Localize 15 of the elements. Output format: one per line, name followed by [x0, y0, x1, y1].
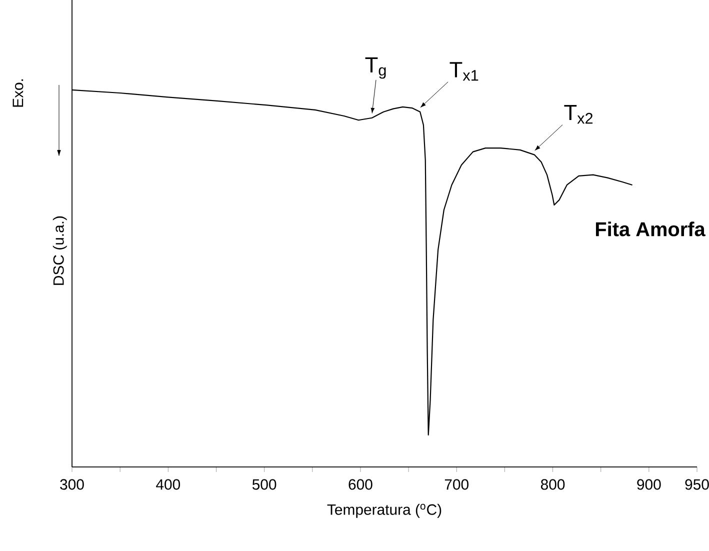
y-axis-title: DSC (u.a.) — [52, 216, 67, 285]
x-tick-label: 300 — [60, 479, 84, 490]
x-tick-label: 800 — [540, 479, 565, 490]
x-tick-label: 400 — [156, 479, 180, 490]
annotation: T$_{g}$ — [365, 57, 386, 79]
text: Exo. — [12, 79, 24, 107]
x-tick-label: 950 — [685, 479, 709, 490]
annotation: Fita Amorfa — [596, 222, 706, 236]
x-tick-label: 500 — [252, 479, 276, 490]
x-tick-label: 700 — [444, 479, 468, 490]
x-tick-label: 900 — [637, 479, 661, 490]
annotation: T$_{x1}$ — [450, 62, 478, 81]
x-tick-label: 600 — [348, 479, 372, 490]
annotation: T$_{x2}$ — [564, 104, 593, 124]
x-axis-title: Temperatura ($^{o}$C) — [327, 504, 442, 518]
